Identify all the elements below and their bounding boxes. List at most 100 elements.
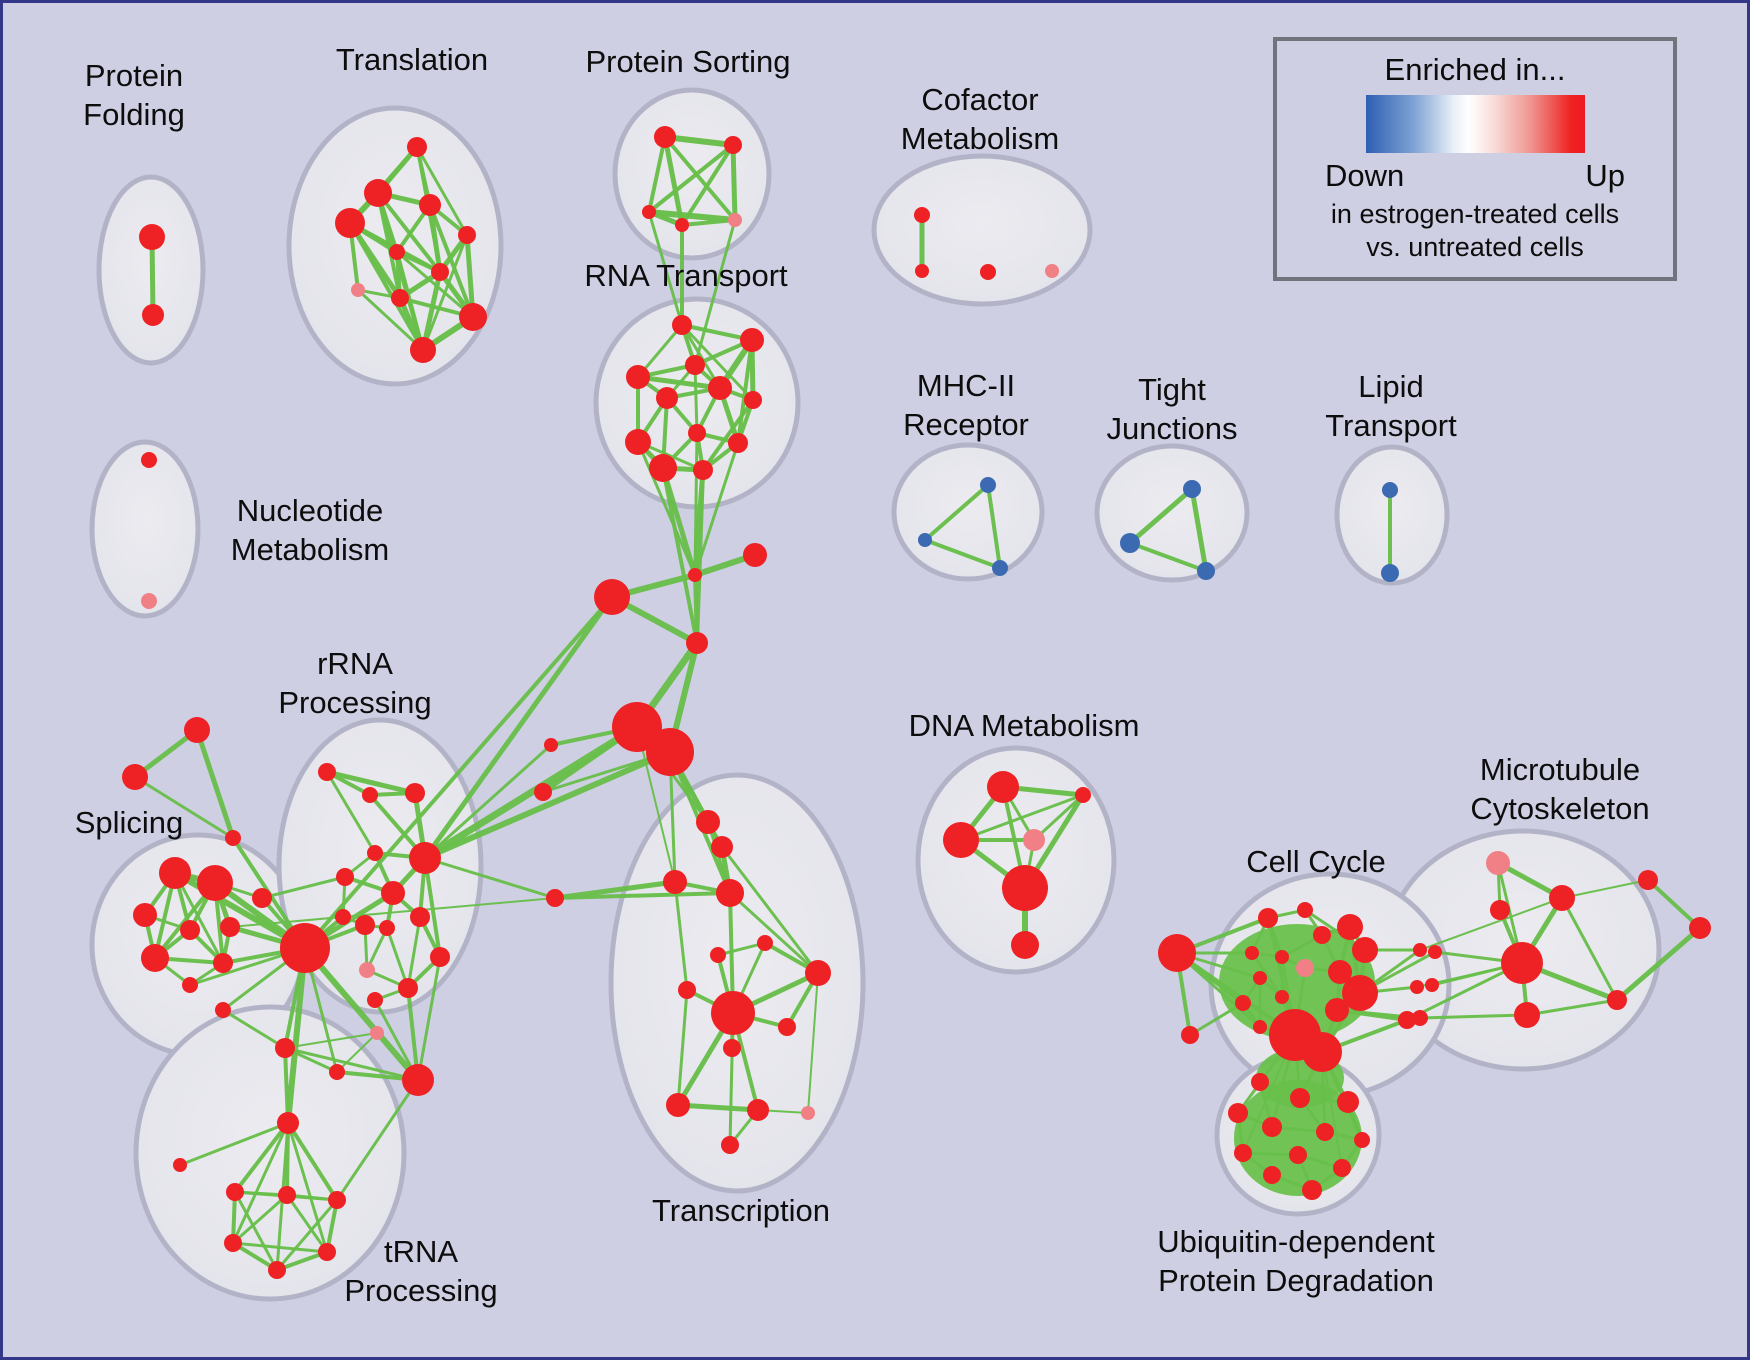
- edge: [416, 955, 442, 1082]
- gene-set-node: [141, 944, 169, 972]
- gene-set-node: [728, 433, 748, 453]
- gene-set-node: [1296, 959, 1314, 977]
- legend-title: Enriched in...: [1384, 52, 1566, 87]
- edge: [1189, 486, 1209, 574]
- gene-set-node: [1289, 1146, 1307, 1164]
- gene-set-node: [1607, 990, 1627, 1010]
- gene-set-node: [1313, 926, 1331, 944]
- edge: [636, 440, 697, 577]
- gene-set-node: [1486, 851, 1510, 875]
- gene-set-node: [1235, 995, 1251, 1011]
- gene-set-node: [1410, 980, 1424, 994]
- edge: [1128, 541, 1208, 573]
- edge: [283, 1046, 420, 1082]
- edge: [680, 323, 722, 390]
- gene-set-node: [419, 194, 441, 216]
- gene-set-node: [1425, 978, 1439, 992]
- gene-set-node: [1501, 942, 1543, 984]
- gene-set-node: [544, 738, 558, 752]
- edge: [693, 218, 737, 367]
- edge: [133, 775, 235, 840]
- gene-set-node: [1302, 1180, 1322, 1200]
- edge: [423, 856, 442, 959]
- gene-set-node: [225, 830, 241, 846]
- gene-set-node: [1689, 917, 1711, 939]
- gene-set-node: [747, 1099, 769, 1121]
- gene-set-node: [708, 376, 732, 400]
- edge: [647, 135, 667, 214]
- edge: [986, 483, 1002, 570]
- edge: [1525, 998, 1619, 1017]
- cluster-label-trna-processing: tRNA: [384, 1234, 458, 1269]
- edge: [636, 726, 676, 883]
- cluster-label-lipid-transport: Lipid: [1358, 369, 1424, 404]
- cluster-label-translation: Translation: [336, 42, 488, 77]
- gene-set-node: [688, 568, 702, 582]
- gene-set-node: [278, 1186, 296, 1204]
- gene-set-node: [410, 907, 430, 927]
- gene-set-node: [1275, 990, 1289, 1004]
- edge: [149, 234, 156, 318]
- cluster-label-rna-transport: RNA Transport: [584, 258, 788, 293]
- edge: [680, 323, 755, 402]
- edge: [415, 145, 469, 237]
- gene-set-node: [1333, 1159, 1351, 1177]
- gene-set-node: [398, 978, 418, 998]
- cluster-shape-nucleotide-metabolism: [89, 439, 201, 619]
- gene-set-node: [980, 264, 996, 280]
- gene-set-node: [226, 1183, 244, 1201]
- gene-set-node: [1120, 533, 1140, 553]
- edge: [423, 856, 557, 900]
- gene-set-node: [367, 992, 383, 1008]
- gene-set-node: [626, 365, 650, 389]
- edge: [647, 210, 684, 327]
- cluster-label-nucleotide-metabolism: Nucleotide: [237, 493, 383, 528]
- edge: [693, 363, 699, 435]
- gene-set-node: [213, 953, 233, 973]
- gene-set-node: [724, 136, 742, 154]
- edge: [260, 875, 347, 900]
- edge: [553, 891, 732, 900]
- gene-set-node: [402, 1064, 434, 1096]
- gene-set-node: [649, 454, 677, 482]
- edge: [1560, 896, 1619, 1002]
- gene-set-node: [389, 244, 405, 260]
- gene-set-node: [1251, 1073, 1269, 1091]
- gene-set-node: [391, 289, 409, 307]
- gene-set-node: [1158, 934, 1196, 972]
- gene-set-node: [801, 1106, 815, 1120]
- gene-set-node: [678, 981, 696, 999]
- gene-set-node: [173, 1158, 187, 1172]
- edge: [1241, 1151, 1300, 1157]
- gene-set-node: [546, 889, 564, 907]
- gene-set-node: [1258, 908, 1278, 928]
- gene-set-node: [686, 632, 708, 654]
- gene-set-node: [379, 920, 395, 936]
- gene-set-node: [656, 387, 678, 409]
- edge: [646, 209, 738, 223]
- gene-set-node: [1297, 902, 1313, 918]
- legend-up-label: Up: [1585, 158, 1625, 193]
- gene-set-node: [1253, 971, 1267, 985]
- legend-subtitle-line1: in estrogen-treated cells: [1330, 199, 1620, 229]
- gene-set-node: [778, 1018, 796, 1036]
- gene-set-node: [1263, 1166, 1281, 1184]
- gene-set-node: [612, 702, 662, 752]
- edge: [1032, 793, 1085, 842]
- gene-set-node: [1514, 1002, 1540, 1028]
- edge: [923, 483, 990, 542]
- gene-set-node: [672, 315, 692, 335]
- gene-set-node: [1245, 946, 1259, 960]
- edge: [676, 988, 689, 1107]
- gene-set-node: [1413, 943, 1427, 957]
- edge: [716, 941, 767, 957]
- gene-set-node: [1275, 950, 1289, 964]
- edge: [728, 891, 820, 975]
- edge: [1419, 897, 1563, 951]
- edge: [336, 1032, 378, 1073]
- gene-set-node: [943, 822, 979, 858]
- gene-set-node: [1262, 1117, 1282, 1137]
- cluster-label-cofactor-metabolism: Cofactor: [921, 82, 1038, 117]
- edge: [1614, 925, 1703, 1003]
